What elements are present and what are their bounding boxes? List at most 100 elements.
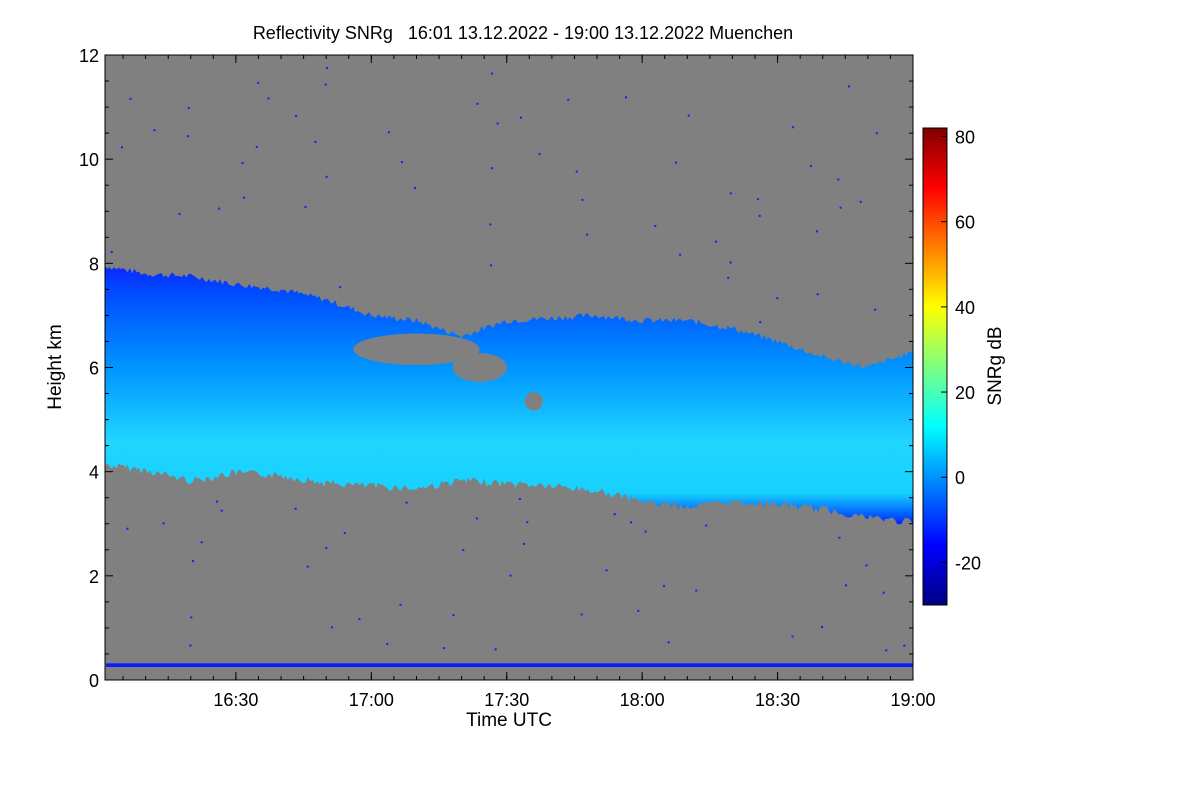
noise-speckle [462,549,465,552]
noise-speckle [496,122,499,125]
plot-area [104,54,914,681]
noise-speckle [187,107,190,109]
noise-speckle [343,532,346,534]
noise-speckle [306,565,309,568]
noise-speckle [153,129,156,132]
noise-speckle [358,618,361,621]
cloud-layer [105,266,913,525]
noise-speckle [903,644,906,647]
cloud-echo-region [105,266,913,525]
noise-speckle [848,85,851,88]
noise-speckle [217,207,220,210]
noise-speckle [325,546,328,549]
noise-speckle [821,626,824,628]
x-axis: 16:30 17:00 17:30 18:00 18:30 19:00 [122,55,936,710]
noise-speckle [443,647,446,650]
noise-speckle [758,214,761,217]
noise-speckle [875,132,878,135]
noise-speckle [580,613,583,616]
noise-speckle [791,635,794,638]
noise-speckle [326,67,329,69]
noise-speckle [816,230,819,233]
clear-air-gap [524,392,543,411]
noise-speckle [243,196,246,199]
noise-speckle [314,140,317,143]
y-tick-label: 12 [79,46,99,66]
noise-speckle [295,114,298,117]
noise-speckle [586,233,589,236]
noise-speckle [644,530,647,533]
colorbar-tick-label: 0 [955,468,965,488]
colorbar-ticks: -20 0 20 40 60 80 [941,128,981,573]
x-tick-label: 18:00 [620,690,665,710]
noise-speckle [687,114,690,117]
noise-speckle [523,542,525,545]
x-tick-label: 17:00 [349,690,394,710]
noise-speckle [304,206,307,208]
noise-speckle [200,541,203,544]
noise-speckle [491,72,494,75]
ground-clutter-band [106,663,913,667]
clear-air-gap [353,333,480,365]
colorbar-tick-label: -20 [955,553,981,573]
noise-speckle [882,591,885,594]
noise-speckle [325,175,328,178]
noise-speckle [526,521,529,524]
noise-speckle [759,321,762,324]
x-tick-label: 19:00 [890,690,935,710]
noise-speckle [452,614,455,617]
y-axis-label: Height km [45,324,66,410]
noise-speckle [637,609,640,612]
noise-speckle [267,97,270,100]
noise-speckle [575,170,578,173]
noise-speckle [809,165,812,167]
colorbar-label: SNRg dB [985,326,1006,405]
noise-speckle [324,83,327,86]
noise-speckle [729,261,732,264]
y-tick-label: 4 [89,463,99,483]
clear-air-gap [452,353,507,382]
noise-speckle [192,560,194,563]
y-axis: 0 2 4 6 8 10 12 [79,46,913,691]
noise-speckle [386,643,389,646]
noise-speckle [339,286,342,289]
noise-speckle [756,198,759,201]
noise-speckle [695,589,698,592]
noise-speckle [387,131,390,134]
noise-speckle [330,626,333,629]
noise-speckle [494,648,497,651]
noise-speckle [727,276,730,279]
noise-speckle [885,649,888,652]
noise-speckle [475,517,478,520]
chart-title: Reflectivity SNRg 16:01 13.12.2022 - 19:… [253,23,793,43]
noise-speckle [729,192,732,195]
noise-speckle [519,116,522,119]
noise-speckle [491,167,494,170]
noise-speckle [405,501,408,504]
colorbar-tick-label: 40 [955,298,975,318]
noise-speckle [216,500,219,503]
noise-speckle [844,584,847,587]
noise-speckle [613,513,616,516]
noise-speckle [839,206,842,209]
noise-speckle [705,524,708,527]
noise-speckle [567,98,570,101]
noise-speckle [581,198,584,201]
noise-speckle [399,603,402,606]
noise-speckle [859,200,862,203]
noise-speckle [865,564,868,567]
noise-speckle [257,81,260,84]
noise-speckle [679,253,682,256]
colorbar-tick-label: 60 [955,213,975,233]
colorbar-gradient [922,127,948,606]
noise-speckle [624,96,627,99]
noise-speckle [837,178,840,181]
noise-speckle [509,574,512,577]
noise-speckles [110,67,906,652]
noise-speckle [630,521,633,524]
noise-speckle [654,225,657,228]
noise-speckle [663,584,665,587]
noise-speckle [110,251,113,253]
noise-speckle [121,146,123,149]
noise-speckle [874,308,877,311]
